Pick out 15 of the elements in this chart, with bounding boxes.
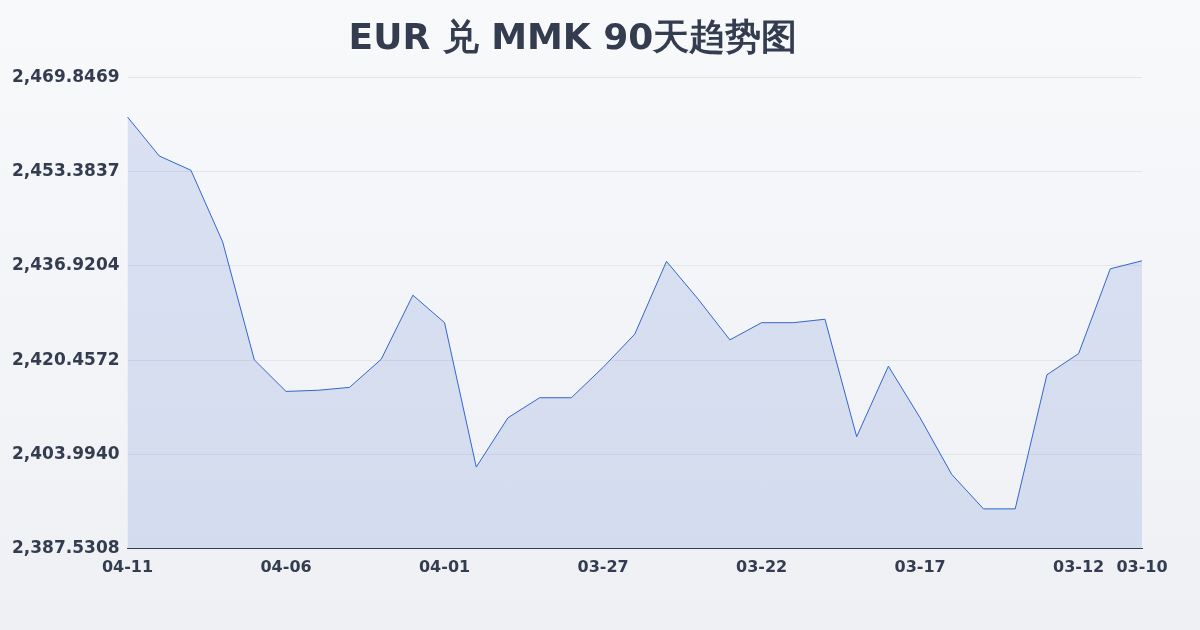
y-tick-label: 2,469.8469 — [12, 65, 120, 86]
y-tick-label: 2,387.5308 — [12, 537, 120, 558]
x-tick-label: 03-10 — [1116, 556, 1168, 576]
y-tick-label: 2,436.9204 — [12, 254, 120, 275]
x-tick-label: 04-01 — [418, 556, 471, 576]
x-tick-label: 03-22 — [735, 556, 788, 576]
x-tick-label: 04-11 — [101, 556, 154, 576]
x-tick-label: 03-17 — [894, 556, 946, 576]
y-tick-label: 2,403.9940 — [12, 442, 120, 463]
x-tick-label: 03-27 — [577, 556, 629, 576]
x-tick-label: 04-06 — [260, 556, 312, 576]
chart-title: EUR 兑 MMK 90天趋势图 — [348, 15, 798, 57]
x-tick-label: 03-12 — [1053, 556, 1105, 576]
y-tick-label: 2,420.4572 — [12, 348, 120, 369]
y-tick-label: 2,453.3837 — [12, 159, 120, 180]
